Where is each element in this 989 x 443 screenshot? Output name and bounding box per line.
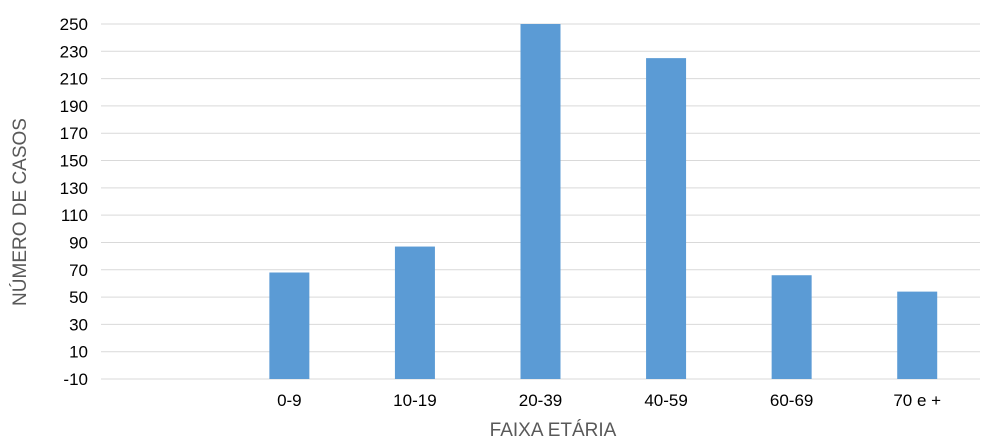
bar — [646, 58, 687, 380]
y-tick-label: 250 — [60, 15, 88, 34]
y-tick-label: 110 — [61, 206, 88, 225]
y-tick-label: 90 — [69, 233, 88, 252]
y-tick-label: 230 — [60, 42, 88, 61]
bars — [269, 24, 938, 380]
y-tick-label: 150 — [60, 152, 88, 171]
x-tick-label: 0-9 — [277, 391, 302, 410]
y-tick-label: 70 — [69, 261, 88, 280]
x-tick-label: 40-59 — [644, 391, 687, 410]
x-tick-label: 10-19 — [393, 391, 436, 410]
y-axis-title: NÚMERO DE CASOS — [9, 118, 31, 306]
x-tick-label: 60-69 — [770, 391, 813, 410]
y-tick-label: 50 — [69, 288, 88, 307]
x-tick-label: 20-39 — [519, 391, 562, 410]
y-tick-label: 10 — [69, 343, 88, 362]
y-tick-label: 190 — [60, 97, 88, 116]
bar — [269, 272, 310, 379]
y-tick-label: 30 — [69, 315, 88, 334]
bar — [771, 275, 812, 379]
x-axis-tick-labels: 0-9 10-19 20-39 40-59 60-69 70 e + — [277, 391, 941, 410]
bar — [897, 291, 938, 379]
y-tick-label: 130 — [60, 179, 88, 198]
x-tick-label: 70 e + — [893, 391, 941, 410]
y-tick-label: 210 — [60, 70, 88, 89]
x-axis-title: FAIXA ETÁRIA — [490, 420, 617, 441]
bar — [520, 24, 561, 379]
y-tick-label: -10 — [63, 370, 88, 389]
y-tick-label: 170 — [60, 124, 88, 143]
y-axis-tick-labels: -10 10 30 50 70 90 110 130 150 170 190 210 230 250 — [60, 15, 88, 389]
bar — [394, 246, 435, 379]
